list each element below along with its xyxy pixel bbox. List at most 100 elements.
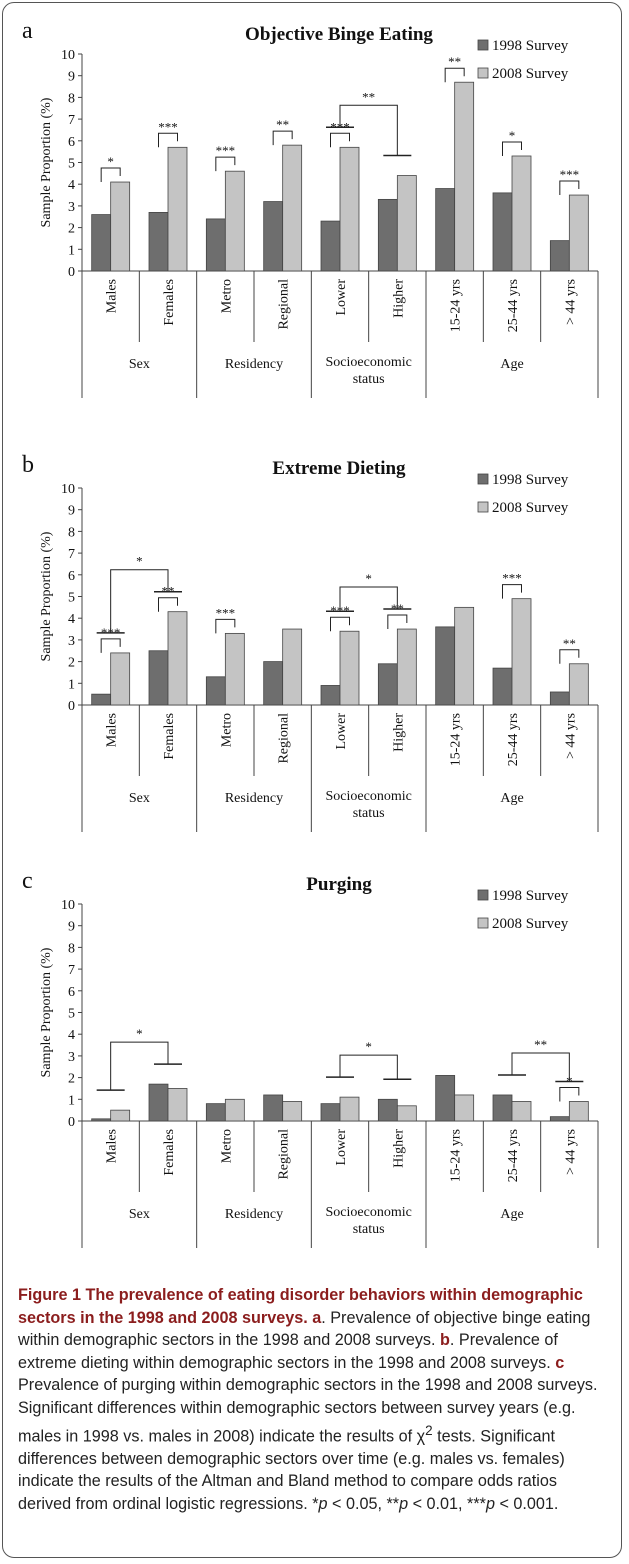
bar [282,1101,303,1122]
bar [568,1101,589,1122]
bar [339,1096,360,1122]
y-tick-label: 9 [68,920,75,935]
caption-p3-var: p [485,1494,495,1513]
y-tick-label: 1 [68,1093,75,1108]
y-tick-label: 1 [68,677,75,692]
category-label: > 44 yrs [563,1129,578,1175]
caption-p3-text: < 0.001. [494,1494,559,1513]
caption-p2-text: < 0.01, *** [408,1494,486,1513]
group-label: Sex [129,357,150,372]
category-label: Lower [334,279,349,316]
bar [167,1088,188,1122]
bar [110,1109,131,1122]
bar [110,652,131,706]
bar [511,1101,532,1122]
chart-title: Objective Binge Eating [245,24,433,45]
bar [148,212,169,272]
significance-label: *** [158,119,178,134]
caption-part-c-text: Prevalence of purging within demographic… [18,1376,598,1445]
bar [148,1083,169,1122]
y-tick-label: 9 [68,70,75,85]
category-label: Males [105,279,120,313]
category-label: Females [162,279,177,326]
category-label: 25-44 yrs [506,279,521,332]
significance-label: ** [448,54,461,69]
bar [454,81,475,272]
significance-label: *** [216,605,236,620]
bar [110,181,131,272]
caption-p1-var: p [318,1494,328,1513]
bar [91,214,112,272]
group-label: status [353,372,385,387]
category-label: 25-44 yrs [506,1129,521,1182]
y-tick-label: 10 [61,48,75,63]
y-tick-label: 2 [68,222,75,237]
chart-title: Extreme Dieting [272,458,406,479]
significance-bracket [339,586,398,612]
significance-bracket [110,1041,169,1091]
bar [148,650,169,706]
y-tick-label: 5 [68,157,75,172]
caption-figure-title: The prevalence of eating disorder behavi… [18,1286,583,1327]
y-axis-label: Sample Proportion (%) [39,947,54,1077]
bar [568,194,589,272]
category-label: > 44 yrs [563,279,578,325]
y-tick-label: 2 [68,1072,75,1087]
bar [320,685,341,706]
y-tick-label: 10 [61,898,75,913]
bar [377,198,398,272]
significance-label: ** [563,636,576,651]
y-tick-label: 5 [68,1007,75,1022]
group-label: Residency [225,357,283,372]
chart-title: Purging [306,874,372,895]
significance-label: * [136,554,143,569]
figure-caption: Figure 1 The prevalence of eating disord… [18,1284,613,1515]
bar [377,663,398,706]
y-tick-label: 10 [61,482,75,497]
bar [435,1075,456,1122]
significance-bracket [100,167,121,183]
caption-p1-text: < 0.05, ** [327,1494,400,1513]
bar [167,146,188,272]
significance-bracket [158,597,178,612]
group-label: status [353,1222,385,1237]
y-tick-label: 1 [68,243,75,258]
y-tick-label: 8 [68,941,75,956]
significance-label: * [365,1039,372,1054]
bar [320,1103,341,1122]
group-label: Sex [129,1207,150,1222]
caption-part-b-label: b [440,1331,450,1350]
bar [549,240,570,272]
category-label: 15-24 yrs [449,1129,464,1182]
bar [224,1098,245,1122]
significance-bracket [387,614,408,630]
significance-bracket [502,141,522,156]
caption-part-c-label: c [555,1353,565,1372]
bar [568,663,589,706]
category-label: Regional [277,1129,292,1180]
group-label: Age [500,1207,523,1222]
significance-label: * [509,128,516,143]
category-label: Metro [219,279,234,313]
y-tick-label: 6 [68,985,75,1000]
significance-bracket [215,156,236,172]
bar [492,1094,513,1122]
bar [435,626,456,706]
bar [396,175,417,272]
group-label: Residency [225,791,283,806]
category-label: Lower [334,713,349,750]
bar [339,630,360,706]
category-label: 25-44 yrs [506,713,521,766]
category-label: Males [105,1129,120,1163]
bar [263,1094,284,1122]
significance-label: * [107,154,114,169]
bar [91,1118,112,1122]
caption-part-a-text: . Prevalence of objective binge eating w… [18,1308,591,1350]
bar [454,1094,475,1122]
bar [435,188,456,272]
category-label: Regional [277,713,292,764]
significance-bracket [100,638,121,653]
category-label: Higher [391,1129,406,1168]
significance-label: * [365,571,372,586]
figure-charts: a Objective Binge Eating012345678910Sampl… [22,18,599,1248]
